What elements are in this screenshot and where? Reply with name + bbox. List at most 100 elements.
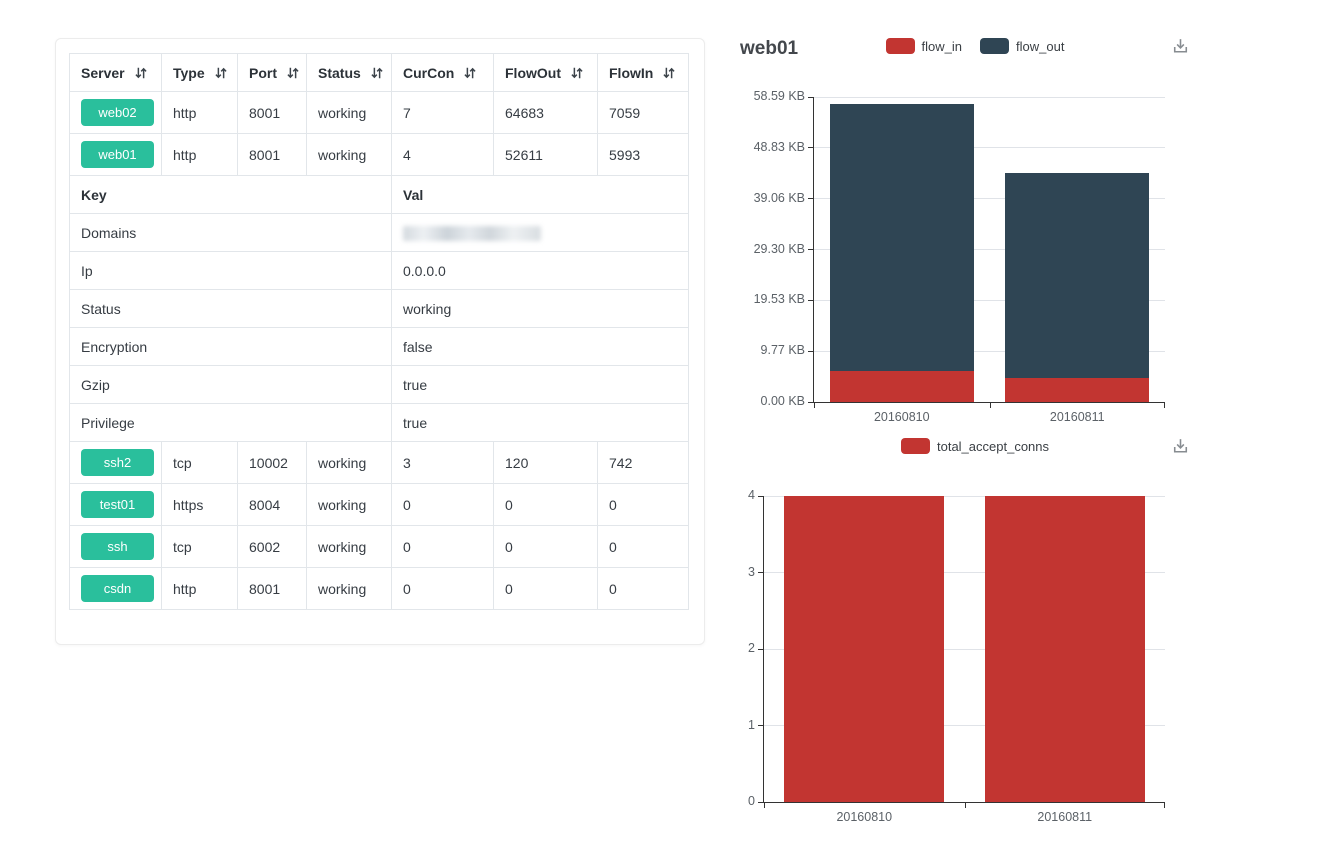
cell-status: working xyxy=(306,483,392,526)
kv-key: Ip xyxy=(69,251,392,290)
bar-flow_in[interactable] xyxy=(1005,377,1150,402)
col-header-server[interactable]: Server xyxy=(69,53,162,92)
cell-flowout: 120 xyxy=(493,441,598,484)
col-header-label: Status xyxy=(318,64,361,81)
gridline xyxy=(764,572,1165,573)
col-header-status[interactable]: Status xyxy=(306,53,392,92)
y-axis-tick xyxy=(808,96,813,98)
kv-row: Encryption false xyxy=(69,327,689,366)
cell-type: tcp xyxy=(161,441,238,484)
legend-swatch-flow-out xyxy=(980,38,1010,54)
cell-server: test01 xyxy=(69,483,162,526)
server-badge[interactable]: test01 xyxy=(81,491,154,518)
gridline xyxy=(814,299,1165,301)
kv-key: Status xyxy=(69,289,392,328)
bar-total_accept_conns[interactable] xyxy=(984,496,1145,802)
x-axis-label: 20160811 xyxy=(1049,410,1105,424)
col-header-label: FlowIn xyxy=(609,64,654,81)
gridline xyxy=(814,249,1165,250)
y-axis-label: 9.77 KB xyxy=(760,343,805,358)
col-header-flowout[interactable]: FlowOut xyxy=(493,53,598,92)
y-axis-tick xyxy=(808,401,813,403)
col-header-type[interactable]: Type xyxy=(161,53,238,92)
kv-row: Status working xyxy=(69,289,689,328)
domains-value-masked xyxy=(403,225,541,241)
table-row-server: csdn http 8001 working 0 0 0 xyxy=(69,567,689,610)
kv-value xyxy=(391,213,689,252)
x-axis-label: 20160810 xyxy=(836,810,893,824)
server-badge[interactable]: web01 xyxy=(81,141,154,168)
cell-flowin: 0 xyxy=(597,525,689,568)
col-header-label: Port xyxy=(249,64,277,81)
col-header-port[interactable]: Port xyxy=(237,53,307,92)
cell-flowout: 0 xyxy=(493,567,598,610)
x-axis-tick xyxy=(1164,803,1165,808)
legend-label: total_accept_conns xyxy=(936,438,1050,454)
kv-value: true xyxy=(391,403,689,442)
legend-item-flow-out[interactable]: flow_out xyxy=(980,38,1064,54)
y-axis-label: 39.06 KB xyxy=(753,190,805,205)
cell-port: 10002 xyxy=(237,441,307,484)
sort-icon xyxy=(287,67,299,78)
sort-icon xyxy=(571,67,583,78)
sort-icon xyxy=(663,67,675,78)
legend-item-total-accept-conns[interactable]: total_accept_conns xyxy=(900,438,1050,454)
cell-type: http xyxy=(161,133,238,176)
y-axis-tick xyxy=(808,198,813,200)
servers-table: Server Type Port Status CurCon FlowOut F… xyxy=(69,53,689,610)
cell-port: 8001 xyxy=(237,567,307,610)
x-axis-tick xyxy=(989,403,991,408)
cell-curcon: 7 xyxy=(391,91,494,134)
col-header-curcon[interactable]: CurCon xyxy=(391,53,494,92)
cell-flowin: 7059 xyxy=(597,91,689,134)
gridline xyxy=(814,198,1165,200)
cell-flowout: 64683 xyxy=(493,91,598,134)
kv-value: false xyxy=(391,327,689,366)
x-axis-tick xyxy=(964,803,966,808)
cell-flowin: 742 xyxy=(597,441,689,484)
y-axis-tick xyxy=(808,147,813,149)
gridline xyxy=(814,96,1165,98)
kv-key-header: Key xyxy=(69,175,392,214)
server-badge[interactable]: csdn xyxy=(81,575,154,602)
col-header-flowin[interactable]: FlowIn xyxy=(597,53,689,92)
y-axis-label: 0.00 KB xyxy=(760,394,805,408)
sort-icon xyxy=(215,67,227,78)
gridline xyxy=(814,147,1165,149)
kv-key: Privilege xyxy=(69,403,392,442)
y-axis-tick xyxy=(808,350,813,352)
table-row-server: web01 http 8001 working 4 52611 5993 xyxy=(69,133,689,176)
sort-icon xyxy=(371,67,383,78)
server-badge[interactable]: ssh2 xyxy=(81,449,154,476)
x-axis-tick xyxy=(814,403,815,408)
cell-port: 8001 xyxy=(237,133,307,176)
kv-value: 0.0.0.0 xyxy=(391,251,689,290)
cell-flowout: 52611 xyxy=(493,133,598,176)
y-axis-tick xyxy=(758,801,763,803)
kv-key: Domains xyxy=(69,213,392,252)
download-icon[interactable] xyxy=(1170,436,1191,462)
cell-curcon: 4 xyxy=(391,133,494,176)
bar-flow_in[interactable] xyxy=(829,371,974,402)
server-badge[interactable]: ssh xyxy=(81,533,154,560)
bar-flow_out[interactable] xyxy=(1005,172,1150,378)
legend-item-flow-in[interactable]: flow_in xyxy=(885,38,962,54)
col-header-label: CurCon xyxy=(403,64,455,81)
bar-flow_out[interactable] xyxy=(829,103,974,372)
cell-port: 8001 xyxy=(237,91,307,134)
cell-flowin: 0 xyxy=(597,483,689,526)
cell-status: working xyxy=(306,133,392,176)
cell-server: ssh2 xyxy=(69,441,162,484)
y-axis-tick xyxy=(758,495,763,497)
download-icon[interactable] xyxy=(1170,36,1191,62)
bar-total_accept_conns[interactable] xyxy=(784,496,945,802)
cell-flowout: 0 xyxy=(493,525,598,568)
y-axis-label: 19.53 KB xyxy=(753,292,805,307)
kv-header-row: Key Val xyxy=(69,175,689,214)
cell-flowin: 0 xyxy=(597,567,689,610)
cell-server: csdn xyxy=(69,567,162,610)
y-axis-label: 58.59 KB xyxy=(753,89,805,103)
cell-type: https xyxy=(161,483,238,526)
cell-server: ssh xyxy=(69,525,162,568)
server-badge[interactable]: web02 xyxy=(81,99,154,126)
